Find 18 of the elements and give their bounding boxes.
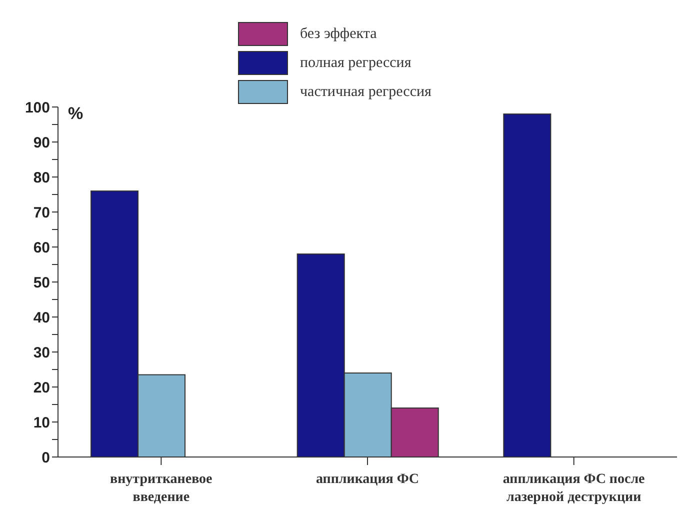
- legend-label: частичная регрессия: [300, 84, 432, 100]
- y-tick-label: 50: [33, 274, 50, 292]
- y-tick-label: 40: [33, 309, 50, 326]
- y-tick-label: 0: [42, 449, 50, 466]
- y-tick-label: 90: [33, 134, 50, 152]
- y-tick-label: 60: [33, 239, 50, 256]
- y-tick-label: 70: [33, 204, 50, 222]
- y-axis-title: %: [68, 104, 84, 123]
- y-tick-label: 10: [33, 414, 50, 432]
- x-tick-label: аппликация ФС после лазерной деструкции: [502, 472, 645, 505]
- legend-label: без эффекта: [300, 26, 377, 42]
- x-tick-label: аппликация ФС: [316, 472, 420, 487]
- y-tick-label: 30: [33, 344, 50, 362]
- legend-label: полная регрессия: [300, 54, 412, 72]
- y-tick-label: 80: [33, 169, 50, 186]
- x-tick-label: внутритканевое введение: [110, 472, 212, 505]
- y-tick-label: 100: [24, 99, 50, 116]
- y-tick-label: 20: [33, 379, 50, 396]
